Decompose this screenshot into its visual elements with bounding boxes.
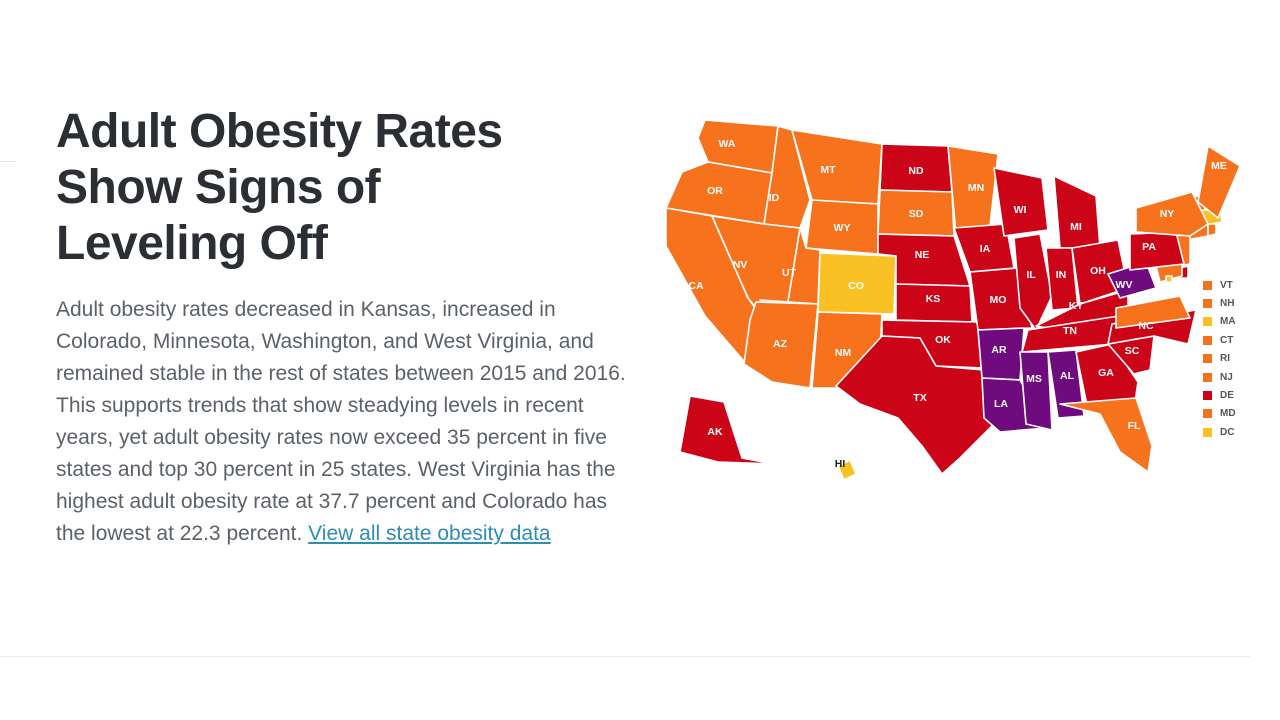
state-label-mt: MT [820, 164, 836, 176]
state-label-ia: IA [980, 243, 991, 255]
summary-paragraph: Adult obesity rates decreased in Kansas,… [56, 294, 626, 550]
summary-text: Adult obesity rates decreased in Kansas,… [56, 298, 626, 545]
title-line-3: Leveling Off [56, 217, 328, 270]
title-line-2: Show Signs of [56, 161, 381, 214]
state-label-wy: WY [834, 222, 851, 234]
legend-label: NJ [1220, 371, 1233, 383]
legend-swatch [1203, 280, 1212, 290]
legend-swatch [1203, 317, 1212, 327]
state-mo [969, 267, 1033, 331]
state-al [1047, 349, 1085, 419]
state-label-ga: GA [1098, 367, 1114, 379]
legend-swatch [1203, 335, 1212, 345]
state-label-nd: ND [908, 165, 924, 177]
state-label-in: IN [1056, 269, 1067, 281]
state-label-az: AZ [773, 338, 788, 350]
legend-swatch [1203, 427, 1212, 437]
state-mi [1053, 175, 1101, 249]
state-label-mn: MN [968, 182, 984, 194]
state-label-al: AL [1060, 370, 1075, 382]
state-label-oh: OH [1090, 265, 1106, 277]
state-label-or: OR [707, 185, 723, 197]
legend-item-ct: CT [1203, 331, 1236, 349]
state-label-ks: KS [926, 293, 941, 305]
legend-item-dc: DC [1203, 423, 1236, 441]
state-ms [1019, 351, 1053, 431]
state-label-ar: AR [991, 344, 1007, 356]
legend-swatch [1203, 372, 1212, 382]
state-label-co: CO [848, 280, 864, 292]
state-label-ne: NE [915, 249, 930, 261]
legend-swatch [1203, 354, 1212, 364]
legend-item-md: MD [1203, 405, 1236, 423]
legend-label: NH [1220, 298, 1235, 310]
legend-swatch [1203, 409, 1212, 419]
state-pa [1129, 231, 1185, 271]
state-label-me: ME [1211, 160, 1227, 172]
state-tx [835, 335, 993, 475]
state-label-id: ID [769, 192, 780, 204]
legend-item-de: DE [1203, 386, 1236, 404]
state-label-wi: WI [1014, 204, 1027, 216]
state-label-ca: CA [688, 280, 704, 292]
page-title: Adult Obesity Rates Show Signs of Leveli… [56, 104, 626, 272]
state-hi [837, 459, 857, 481]
state-label-fl: FL [1128, 420, 1141, 432]
legend-item-vt: VT [1203, 276, 1236, 294]
state-label-tn: TN [1063, 325, 1077, 337]
legend-label: CT [1220, 334, 1234, 346]
state-dc [1165, 275, 1173, 283]
state-label-il: IL [1026, 269, 1036, 281]
state-label-sc: SC [1125, 345, 1140, 357]
state-label-wv: WV [1116, 279, 1133, 291]
small-states-legend: VT NH MA CT RI NJ DE MD DC [1203, 276, 1236, 442]
state-label-nv: NV [733, 259, 748, 271]
view-all-state-data-link[interactable]: View all state obesity data [308, 522, 551, 545]
state-label-ak: AK [707, 426, 723, 438]
left-divider [0, 161, 16, 162]
state-label-ok: OK [935, 334, 951, 346]
us-obesity-map: WA OR CA ID NV MT WY UT AZ CO NM ND SD NE KS OK TX MN IA MO… [660, 108, 1260, 488]
legend-item-ri: RI [1203, 350, 1236, 368]
state-il [1013, 233, 1053, 331]
legend-item-nj: NJ [1203, 368, 1236, 386]
state-label-wa: WA [719, 138, 736, 150]
state-label-va: VA [1136, 293, 1150, 305]
state-label-ut: UT [782, 267, 797, 279]
state-label-ny: NY [1160, 208, 1175, 220]
legend-label: VT [1220, 279, 1233, 291]
state-label-pa: PA [1142, 241, 1156, 253]
state-ak [679, 395, 775, 465]
state-ny [1135, 191, 1209, 237]
state-wi [993, 167, 1049, 237]
state-label-ky: KY [1069, 300, 1084, 312]
state-label-nc: NC [1138, 320, 1154, 332]
legend-item-nh: NH [1203, 294, 1236, 312]
state-fl [1059, 397, 1153, 473]
state-ri [1207, 223, 1217, 237]
state-label-la: LA [994, 398, 1008, 410]
state-label-tx: TX [913, 392, 926, 404]
legend-swatch [1203, 299, 1212, 309]
article-text: Adult Obesity Rates Show Signs of Leveli… [56, 104, 626, 550]
legend-label: DC [1220, 426, 1235, 438]
bottom-divider [0, 656, 1250, 657]
state-label-ms: MS [1026, 373, 1042, 385]
state-label-nm: NM [835, 347, 852, 359]
us-map-svg: WA OR CA ID NV MT WY UT AZ CO NM ND SD NE KS OK TX MN IA MO… [665, 119, 1241, 481]
legend-label: DE [1220, 390, 1234, 402]
state-va [1115, 295, 1191, 329]
legend-label: RI [1220, 353, 1230, 365]
legend-swatch [1203, 391, 1212, 401]
state-co [817, 252, 897, 315]
state-me [1197, 145, 1241, 219]
state-label-sd: SD [909, 208, 924, 220]
legend-label: MA [1220, 316, 1236, 328]
legend-label: MD [1220, 408, 1236, 420]
state-label-mi: MI [1070, 221, 1082, 233]
state-label-mo: MO [990, 294, 1007, 306]
state-label-hi: HI [835, 458, 846, 470]
title-line-1: Adult Obesity Rates [56, 105, 503, 158]
legend-item-ma: MA [1203, 313, 1236, 331]
